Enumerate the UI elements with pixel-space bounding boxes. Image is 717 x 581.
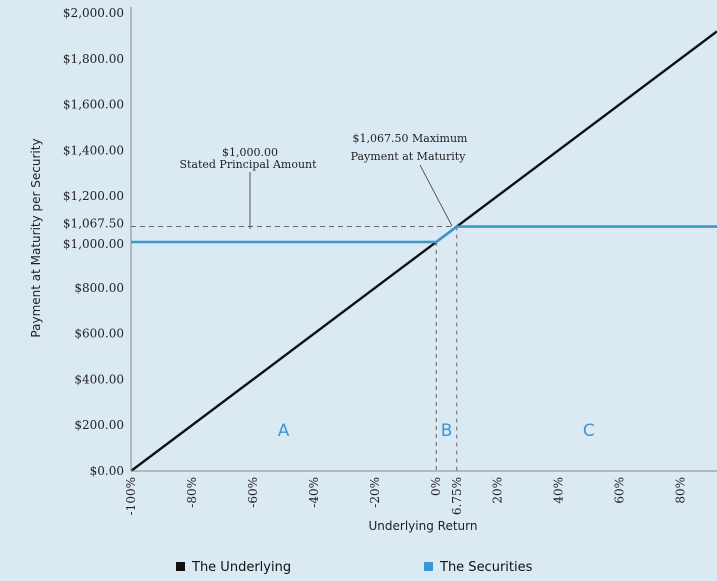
x-tick-label: 40% — [551, 477, 565, 504]
annotation-principal-line1: $1,000.00 — [222, 146, 278, 159]
y-tick-label: $800.00 — [74, 281, 124, 295]
reference-lines — [131, 226, 458, 471]
annotation-maximum-pointer — [419, 164, 453, 227]
y-tick-label: $1,400.00 — [63, 143, 124, 157]
x-tick-label: 6.75% — [450, 477, 464, 515]
y-tick-label: $1,000.00 — [63, 237, 124, 251]
y-axis-title: Payment at Maturity per Security — [29, 138, 43, 337]
x-tick-label: -60% — [246, 477, 260, 508]
legend-label-underlying: The Underlying — [191, 560, 291, 575]
x-tick-label: -80% — [185, 477, 199, 508]
x-axis-title: Underlying Return — [369, 519, 478, 533]
region-label-b: B — [441, 421, 453, 441]
y-tick-label: $1,067.50 — [63, 217, 124, 231]
region-label-c: C — [583, 421, 595, 441]
y-tick-label: $1,800.00 — [63, 52, 124, 66]
x-tick-label: -100% — [124, 477, 138, 515]
series-lines — [130, 30, 717, 472]
x-tick-label: 80% — [673, 477, 687, 504]
x-tick-label: -40% — [307, 477, 321, 508]
x-tick-label: 20% — [490, 477, 504, 504]
legend-swatch-underlying — [176, 562, 185, 571]
annotation-principal-line2: Stated Principal Amount — [179, 158, 317, 171]
x-axis-ticks: -100% -80% -60% -40% -20% 0% 6.75% 20% 40% 60% 80% — [124, 477, 687, 515]
y-tick-label: $1,600.00 — [63, 98, 124, 112]
legend-swatch-securities — [424, 562, 433, 571]
y-tick-label: $1,200.00 — [63, 189, 124, 203]
series-securities-line — [131, 225, 717, 244]
y-tick-label: $600.00 — [74, 327, 124, 341]
x-tick-label: 60% — [612, 477, 626, 504]
x-tick-label: -20% — [368, 477, 382, 508]
y-tick-label: $200.00 — [74, 418, 124, 432]
y-tick-label: $2,000.00 — [63, 6, 124, 20]
annotation-maximum-line1: $1,067.50 Maximum — [353, 132, 469, 145]
x-tick-label: 0% — [429, 477, 443, 496]
y-tick-label: $0.00 — [90, 464, 124, 478]
legend-label-securities: The Securities — [439, 560, 533, 575]
y-tick-label: $400.00 — [74, 372, 124, 386]
legend: The Underlying The Securities — [176, 560, 533, 575]
region-label-a: A — [278, 421, 290, 441]
y-axis-ticks: $0.00 $200.00 $400.00 $600.00 $800.00 $1,000.… — [63, 6, 124, 478]
annotation-maximum-line2: Payment at Maturity — [351, 150, 467, 163]
series-underlying-line — [130, 30, 717, 472]
